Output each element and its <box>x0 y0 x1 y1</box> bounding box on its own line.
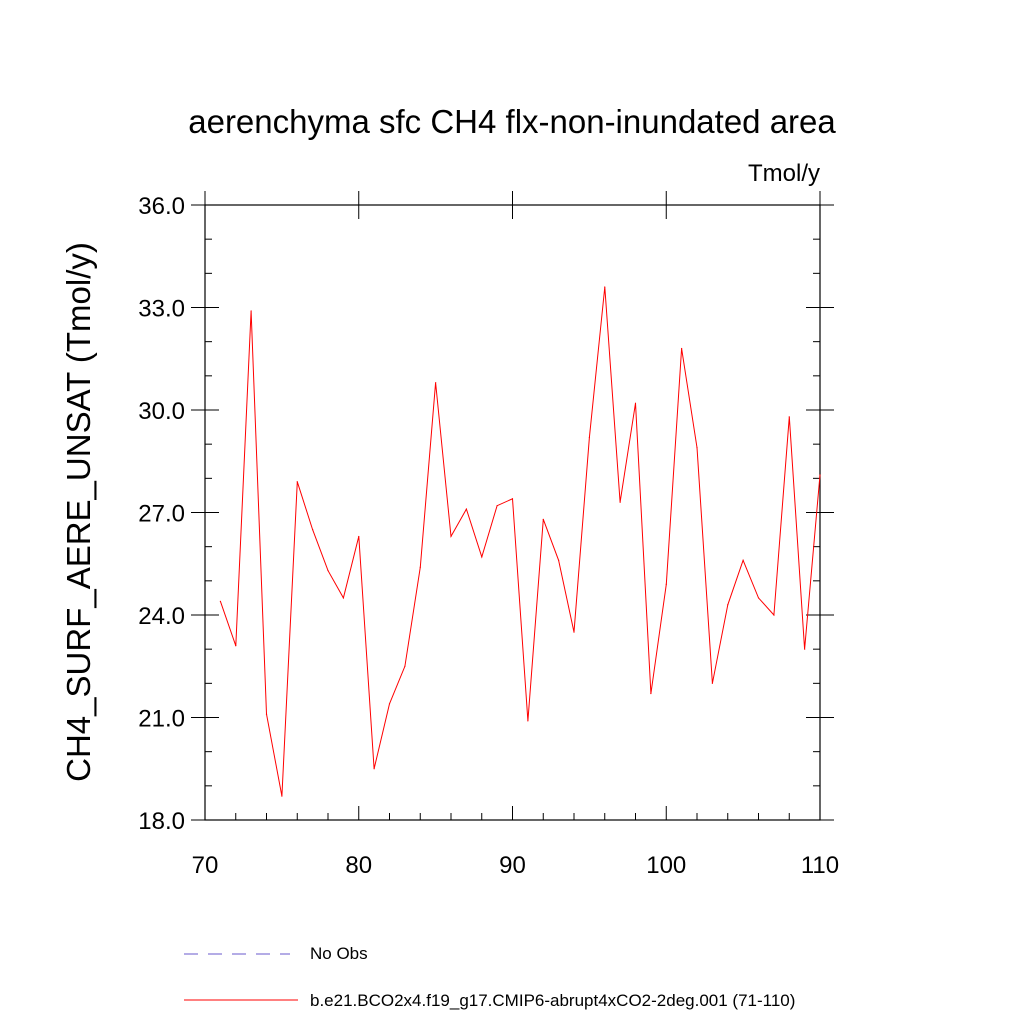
data-point <box>527 720 529 722</box>
data-point <box>296 481 298 483</box>
chart-title: aerenchyma sfc CH4 flx-non-inundated are… <box>188 103 836 140</box>
y-tick-label: 21.0 <box>138 706 185 733</box>
data-point <box>788 416 790 418</box>
data-point <box>465 508 467 510</box>
x-tick-label: 70 <box>192 852 219 879</box>
units-label: Tmol/y <box>748 160 820 187</box>
data-point <box>481 556 483 558</box>
data-point <box>265 713 268 715</box>
data-point <box>819 474 821 476</box>
y-tick-labels: 18.0 21.0 24.0 27.0 30.0 33.0 36.0 <box>138 193 185 835</box>
x-tick-label: 80 <box>345 852 372 879</box>
data-point <box>435 382 437 384</box>
data-point <box>558 559 560 561</box>
data-point <box>404 665 406 667</box>
data-point <box>419 566 421 568</box>
x-tick-label: 110 <box>801 852 839 879</box>
y-tick-label: 33.0 <box>138 296 185 323</box>
data-point <box>604 286 606 288</box>
data-point <box>235 645 237 647</box>
data-point <box>281 795 283 797</box>
data-point <box>804 648 806 650</box>
series-layer <box>219 286 821 797</box>
x-tick-label: 90 <box>499 852 526 879</box>
data-point <box>219 600 221 602</box>
x-tick-label: 100 <box>646 852 686 879</box>
data-point <box>496 505 498 507</box>
x-tick-labels: 70 80 90 100 110 <box>192 852 839 879</box>
data-point <box>312 528 314 531</box>
legend: No Obs b.e21.BCO2x4.f19_g17.CMIP6-abrupt… <box>184 944 795 1010</box>
data-point <box>650 692 652 695</box>
data-point <box>511 498 514 500</box>
data-point <box>573 631 575 633</box>
y-tick-label: 24.0 <box>138 603 185 630</box>
data-point <box>250 310 252 312</box>
y-tick-label: 27.0 <box>138 501 185 528</box>
data-point <box>373 768 375 770</box>
data-point <box>757 597 760 599</box>
data-point <box>358 535 360 538</box>
data-point <box>773 614 775 616</box>
data-point <box>588 436 590 438</box>
axis-ticks <box>191 191 834 821</box>
data-point <box>665 583 667 585</box>
data-point <box>681 347 683 350</box>
plot-frame <box>204 204 821 821</box>
y-tick-label: 36.0 <box>138 193 185 220</box>
data-point <box>727 604 729 606</box>
data-point <box>711 682 713 684</box>
y-axis-label: CH4_SURF_AERE_UNSAT (Tmol/y) <box>60 242 97 782</box>
y-tick-label: 18.0 <box>138 808 185 835</box>
legend-label-model: b.e21.BCO2x4.f19_g17.CMIP6-abrupt4xCO2-2… <box>310 991 795 1010</box>
data-point <box>634 402 637 404</box>
data-point <box>542 518 544 520</box>
data-point <box>742 559 744 561</box>
series-line <box>219 286 821 797</box>
data-point <box>327 569 329 572</box>
data-point <box>696 446 698 449</box>
data-point <box>450 535 452 538</box>
data-point <box>619 501 621 503</box>
y-tick-label: 30.0 <box>138 398 185 425</box>
data-point <box>388 703 391 705</box>
legend-label-no-obs: No Obs <box>310 944 368 963</box>
data-point <box>342 597 344 599</box>
